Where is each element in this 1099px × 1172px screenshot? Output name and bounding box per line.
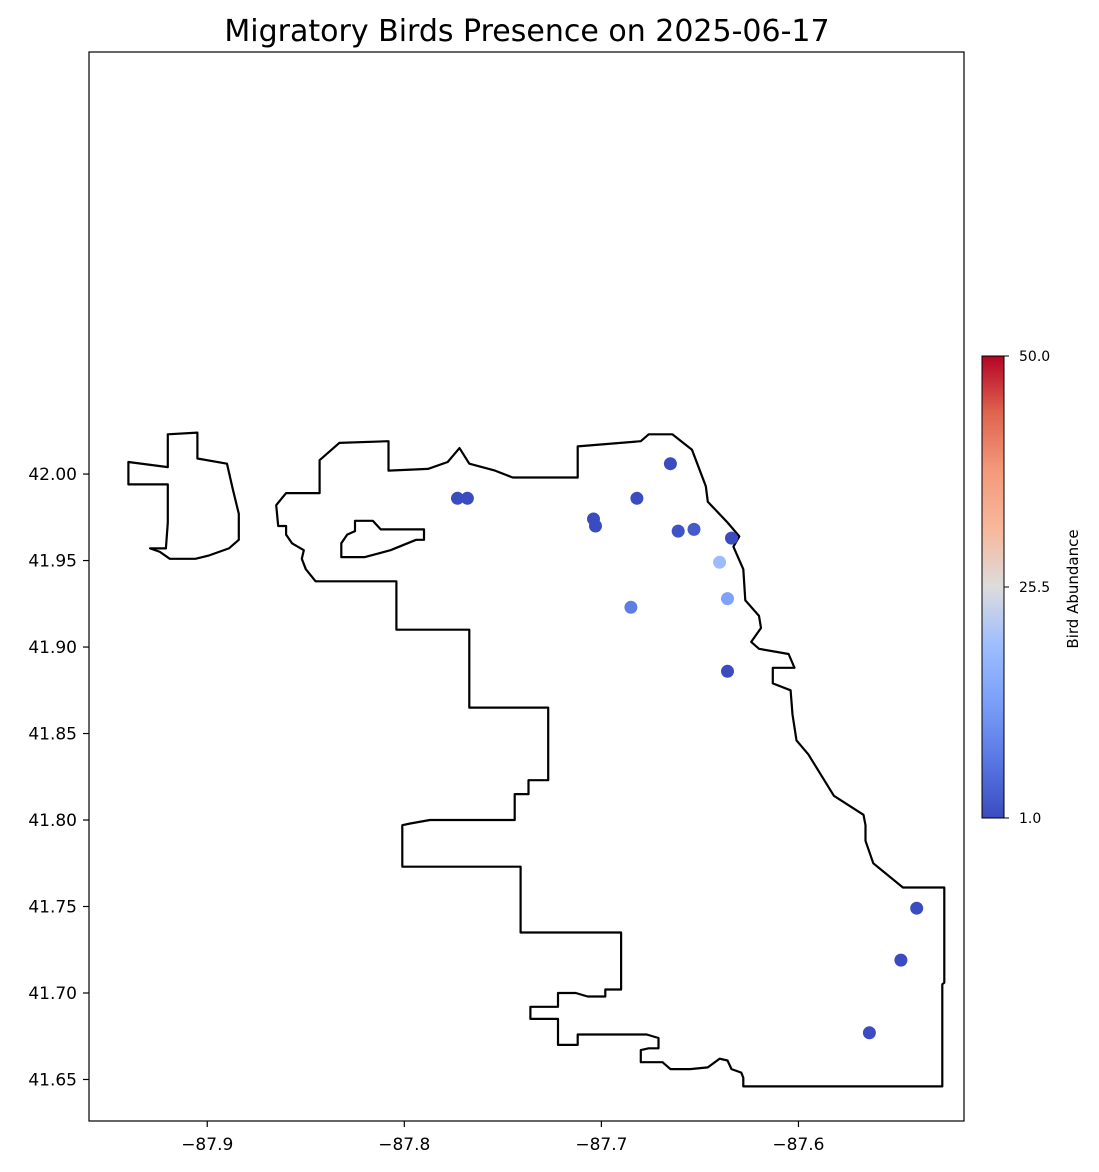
data-point-14 (910, 901, 924, 915)
x-tick-label: −87.9 (181, 1135, 233, 1155)
plot-frame (88, 51, 965, 1122)
y-tick-label: 41.65 (28, 1070, 77, 1090)
boundary-outline-city (275, 433, 946, 1088)
colorbar-label: Bird Abundance (1064, 529, 1082, 648)
colorbar-tick-label: 1.0 (1019, 811, 1041, 827)
y-tick-label: 41.75 (28, 898, 77, 918)
colorbar-gradient (981, 355, 1005, 819)
x-tick-label: −87.8 (378, 1135, 430, 1155)
x-tick-label: −87.7 (575, 1135, 627, 1155)
x-axis: −87.9 −87.8 −87.7 −87.6 (181, 1121, 825, 1155)
data-point-3 (663, 457, 677, 471)
y-tick-label: 41.80 (28, 811, 77, 831)
data-point-7 (671, 524, 685, 538)
data-point-9 (725, 531, 738, 545)
data-point-1 (451, 491, 464, 505)
data-point-4 (630, 491, 644, 505)
colorbar-tick-label: 25.5 (1019, 580, 1050, 596)
y-tick-label: 42.00 (28, 465, 77, 485)
city-boundary (127, 431, 946, 1088)
data-point-6 (589, 519, 602, 533)
data-point-2 (460, 491, 474, 505)
data-points (451, 457, 924, 1040)
data-point-11 (721, 592, 734, 606)
colorbar-tick-label: 50.0 (1019, 349, 1050, 365)
chart-title: Migratory Birds Presence on 2025-06-17 (224, 14, 829, 49)
colorbar: 1.0 25.5 50.0 Bird Abundance (981, 349, 1082, 827)
data-point-13 (721, 664, 734, 678)
colorbar-ticks: 1.0 25.5 50.0 (1004, 349, 1050, 827)
data-point-12 (624, 600, 638, 614)
data-point-10 (713, 555, 727, 569)
boundary-outline-hole (340, 519, 426, 559)
y-tick-label: 41.90 (28, 638, 77, 658)
y-axis: 41.65 41.70 41.75 41.80 41.85 41.90 41.95 42.00 (28, 465, 89, 1090)
data-point-8 (687, 522, 701, 536)
y-tick-label: 41.95 (28, 552, 77, 572)
x-tick-label: −87.6 (772, 1135, 824, 1155)
data-point-16 (862, 1026, 876, 1040)
y-tick-label: 41.85 (28, 725, 77, 745)
boundary-outline-north-west (127, 431, 240, 560)
y-tick-label: 41.70 (28, 984, 77, 1004)
data-point-15 (894, 953, 908, 967)
